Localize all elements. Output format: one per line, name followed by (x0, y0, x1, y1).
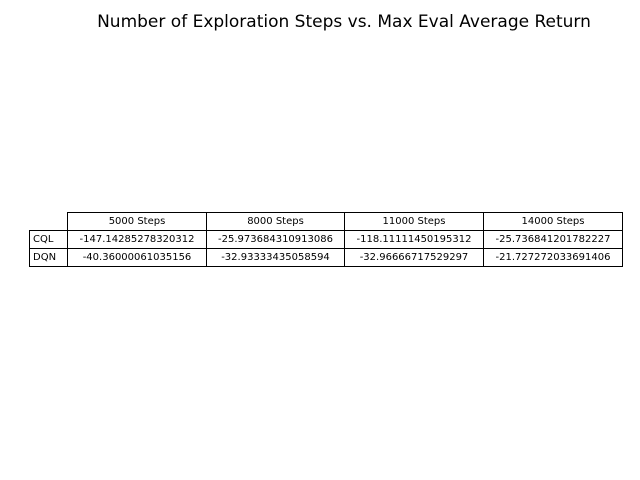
cell-dqn-14000: -21.727272033691406 (483, 248, 623, 267)
chart-title: Number of Exploration Steps vs. Max Eval… (97, 12, 591, 32)
row-header-cql: CQL (29, 230, 68, 249)
table-row-cql: CQL -147.14285278320312 -25.973684310913… (29, 230, 623, 249)
column-header-5000-steps: 5000 Steps (67, 212, 207, 231)
cell-dqn-5000: -40.36000061035156 (67, 248, 207, 267)
cell-cql-11000: -118.11111450195312 (344, 230, 484, 249)
results-table: 5000 Steps 8000 Steps 11000 Steps 14000 … (29, 212, 623, 267)
row-header-dqn: DQN (29, 248, 68, 267)
column-header-14000-steps: 14000 Steps (483, 212, 623, 231)
cell-dqn-11000: -32.96666717529297 (344, 248, 484, 267)
cell-cql-14000: -25.736841201782227 (483, 230, 623, 249)
cell-cql-5000: -147.14285278320312 (67, 230, 207, 249)
column-header-8000-steps: 8000 Steps (206, 212, 345, 231)
table-corner-cell (30, 213, 68, 231)
cell-dqn-8000: -32.93333435058594 (206, 248, 345, 267)
column-header-11000-steps: 11000 Steps (344, 212, 484, 231)
table-header-row: 5000 Steps 8000 Steps 11000 Steps 14000 … (30, 212, 623, 231)
cell-cql-8000: -25.973684310913086 (206, 230, 345, 249)
table-row-dqn: DQN -40.36000061035156 -32.9333343505859… (29, 248, 623, 267)
